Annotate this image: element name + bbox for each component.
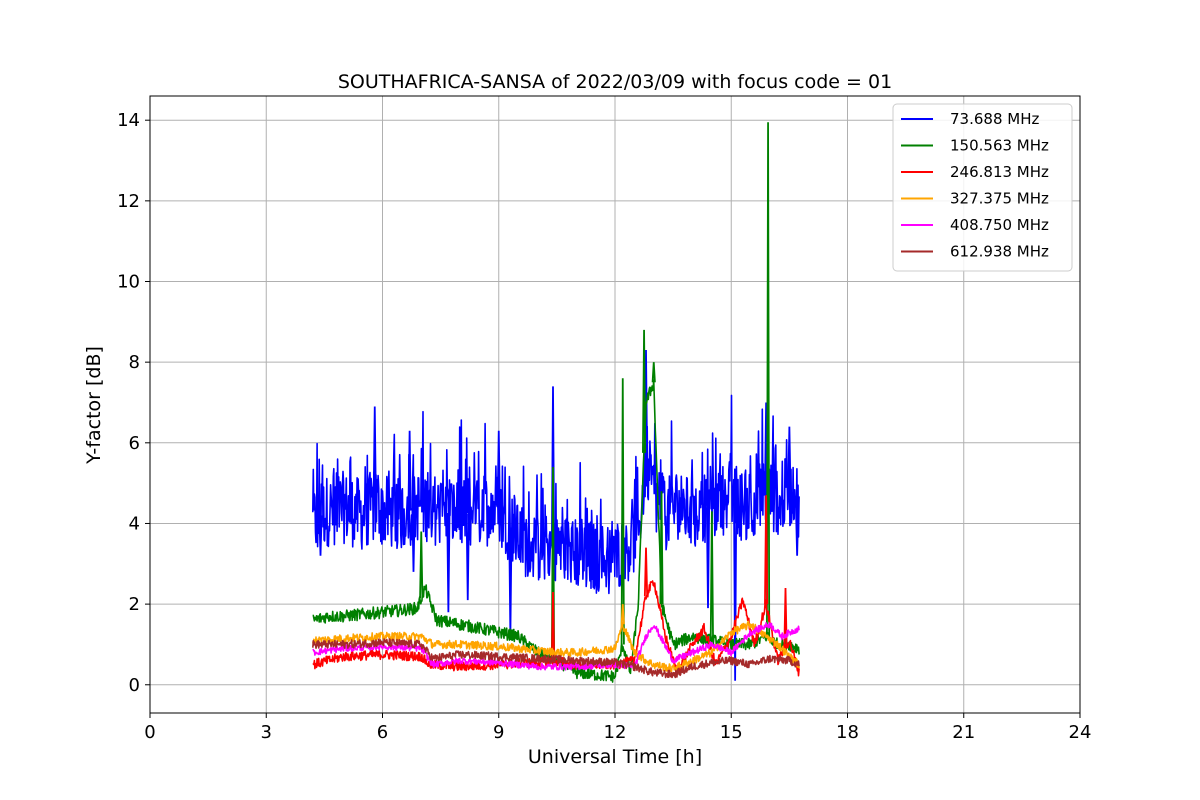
series-group: [312, 122, 800, 683]
series-spike: [589, 557, 594, 580]
series-1: [312, 122, 800, 683]
y-tick-label: 14: [117, 110, 140, 131]
legend-label: 327.375 MHz: [950, 190, 1049, 208]
series-spike: [372, 406, 377, 504]
series-spike: [733, 496, 738, 681]
legend-label: 612.938 MHz: [950, 243, 1049, 261]
series-spike: [705, 507, 711, 609]
x-tick-label: 9: [493, 722, 504, 743]
series-spike: [795, 507, 800, 556]
series-spike: [783, 587, 788, 648]
x-axis-title: Universal Time [h]: [528, 746, 702, 768]
series-0: [312, 350, 800, 681]
y-tick-label: 10: [117, 272, 140, 293]
series-spike: [318, 515, 323, 556]
y-tick-label: 0: [129, 675, 140, 696]
legend-label: 73.688 MHz: [950, 110, 1039, 128]
series-spike: [446, 512, 451, 613]
y-tick-label: 4: [129, 513, 140, 534]
series-spike: [651, 362, 656, 383]
series-spike: [550, 592, 556, 661]
series-spike: [496, 430, 501, 508]
legend: 73.688 MHz 150.563 MHz 246.813 MHz 327.375 …: [892, 103, 1073, 272]
legend-box: [892, 103, 1073, 272]
series-spike: [659, 491, 664, 605]
series-spike: [411, 508, 416, 572]
x-tick-label: 12: [604, 722, 627, 743]
series-spike: [764, 495, 769, 605]
series-spike: [547, 544, 552, 576]
series-line: [312, 638, 800, 679]
series-5: [312, 638, 800, 679]
series-spike: [766, 122, 771, 638]
series-spike: [642, 329, 647, 453]
y-tick-label: 12: [117, 191, 140, 212]
series-spike: [620, 604, 625, 625]
series-line: [312, 622, 800, 671]
y-axis-title: Y-factor [dB]: [83, 346, 105, 465]
series-4: [312, 622, 800, 671]
x-tick-label: 21: [952, 722, 975, 743]
series-spike: [643, 547, 649, 597]
series-line: [312, 394, 800, 595]
series-spike: [787, 426, 792, 492]
y-tick-label: 2: [129, 594, 140, 615]
x-tick-label: 6: [377, 722, 388, 743]
x-tick-label: 24: [1069, 722, 1092, 743]
x-tick-label: 0: [144, 722, 155, 743]
legend-label: 408.750 MHz: [950, 216, 1049, 234]
series-spike: [419, 531, 424, 599]
legend-label: 150.563 MHz: [950, 137, 1049, 155]
y-tick-label: 6: [129, 433, 140, 454]
x-tick-label: 3: [261, 722, 272, 743]
series-spike: [465, 513, 470, 601]
series-spike: [407, 430, 412, 511]
legend-label: 246.813 MHz: [950, 163, 1049, 181]
x-tick-label: 18: [836, 722, 859, 743]
series-spike: [709, 511, 714, 641]
y-tick-label: 8: [129, 352, 140, 373]
x-tick-label: 15: [720, 722, 743, 743]
chart-title: SOUTHAFRICA-SANSA of 2022/03/09 with foc…: [338, 71, 892, 93]
plot-area: [312, 122, 800, 683]
series-spike: [620, 378, 625, 645]
